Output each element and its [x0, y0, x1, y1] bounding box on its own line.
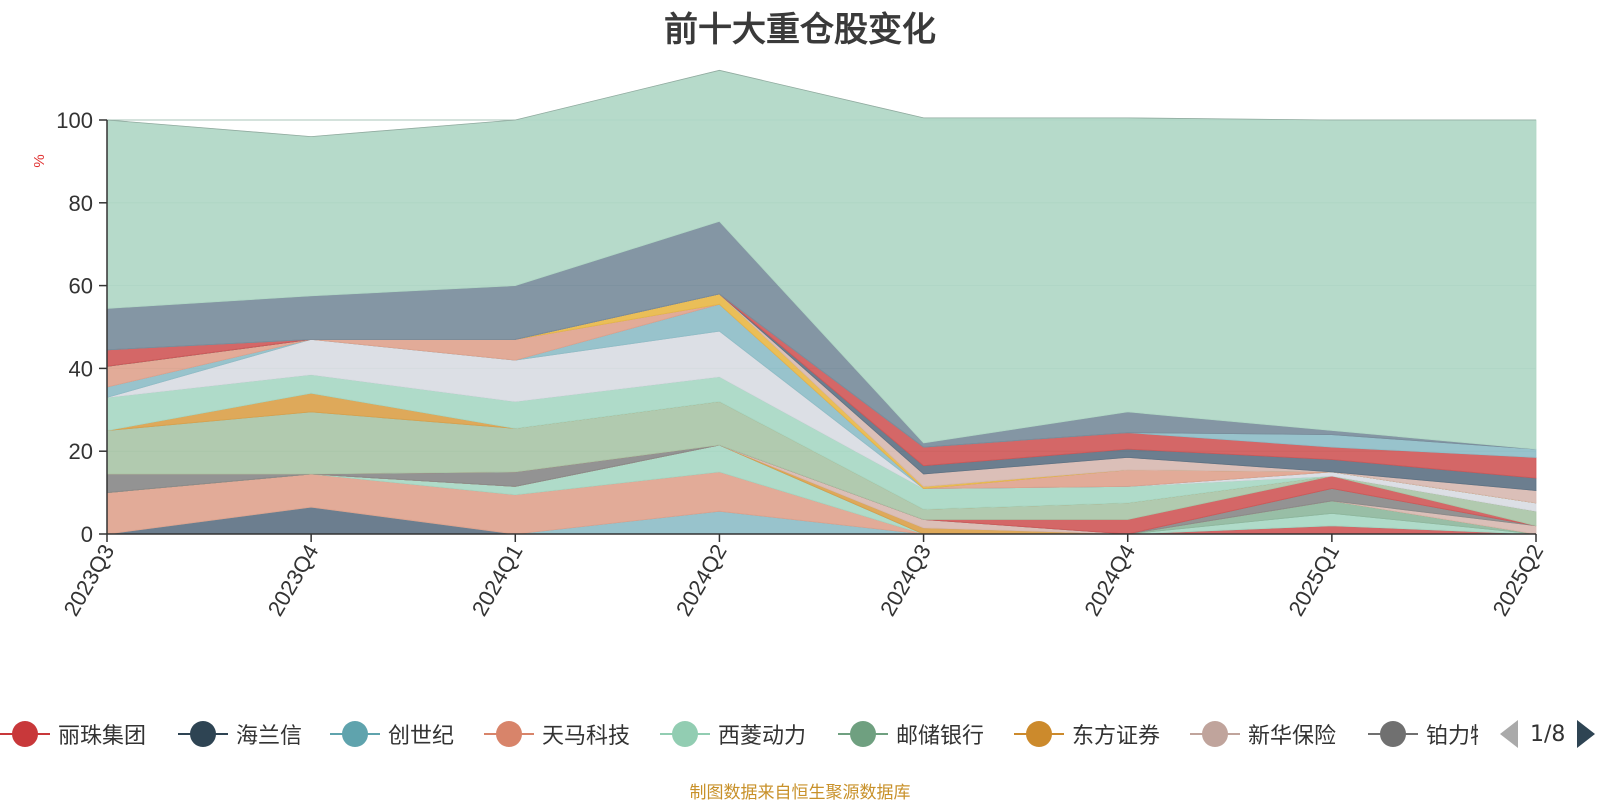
legend-label: 创世纪: [388, 724, 455, 749]
x-tick-label: 2025Q1: [1283, 540, 1344, 620]
y-tick-label: 60: [69, 274, 93, 299]
legend-prev-page-button[interactable]: [1500, 720, 1518, 748]
legend-label: 海兰信: [236, 724, 303, 749]
legend-item-东方证券[interactable]: 东方证券: [1014, 712, 1160, 756]
legend-label: 天马科技: [542, 724, 631, 749]
legend-item-海兰信[interactable]: 海兰信: [178, 712, 302, 756]
legend-item-西菱动力[interactable]: 西菱动力: [660, 712, 806, 756]
legend-label: 丽珠集团: [58, 724, 147, 749]
legend-page-indicator: 1/8: [1530, 721, 1566, 747]
x-tick-label: 2024Q4: [1079, 540, 1140, 620]
legend-marker-icon: [1014, 721, 1064, 747]
legend-label: 东方证券: [1072, 724, 1161, 749]
legend-marker-icon: [484, 721, 534, 747]
legend: 丽珠集团 海兰信 创世纪 天马科技 西菱动力 邮储银行 东方证券 新华保险 铂力特 1/8: [0, 712, 1600, 756]
source-note: 制图数据来自恒生聚源数据库: [689, 783, 911, 803]
legend-item-铂力特[interactable]: 铂力特: [1368, 712, 1478, 756]
x-tick-label: 2024Q3: [875, 540, 936, 620]
area-series-series-23: [106, 69, 1537, 450]
legend-item-天马科技[interactable]: 天马科技: [484, 712, 630, 756]
y-axis-label: %: [31, 154, 48, 167]
y-tick-label: 40: [69, 356, 93, 381]
legend-marker-icon: [660, 721, 710, 747]
legend-label: 西菱动力: [718, 724, 807, 749]
legend-item-丽珠集团[interactable]: 丽珠集团: [0, 712, 146, 756]
legend-marker-icon: [178, 721, 228, 747]
legend-marker-icon: [0, 721, 50, 747]
legend-pager: 1/8: [1500, 712, 1596, 756]
x-tick-label: 2024Q2: [671, 540, 732, 620]
legend-label: 邮储银行: [896, 724, 985, 749]
series-line: [106, 69, 1536, 138]
legend-next-page-button[interactable]: [1577, 720, 1596, 748]
legend-item-创世纪[interactable]: 创世纪: [330, 712, 454, 756]
y-tick-label: 20: [69, 439, 93, 464]
legend-item-新华保险[interactable]: 新华保险: [1190, 712, 1336, 756]
x-tick-label: 2023Q4: [263, 540, 324, 620]
chart-title: 前十大重仓股变化: [664, 10, 936, 50]
y-tick-label: 80: [69, 191, 93, 216]
chart-plot: 0 20 40 60 80 100 2023Q3 2023Q4 2024Q1 2024Q2 2024…: [31, 69, 1549, 620]
y-tick-label: 100: [56, 108, 93, 133]
legend-label: 铂力特: [1426, 724, 1478, 749]
y-tick-label: 0: [81, 522, 93, 547]
legend-items: 丽珠集团 海兰信 创世纪 天马科技 西菱动力 邮储银行 东方证券 新华保险 铂力特: [0, 712, 1478, 756]
area-series: [106, 69, 1537, 535]
legend-marker-icon: [330, 721, 380, 747]
legend-marker-icon: [838, 721, 888, 747]
x-tick-label: 2023Q3: [59, 540, 120, 620]
legend-label: 新华保险: [1248, 724, 1337, 749]
x-tick-label: 2025Q2: [1488, 540, 1549, 620]
x-tick-label: 2024Q1: [467, 540, 528, 620]
legend-marker-icon: [1190, 721, 1240, 747]
legend-item-邮储银行[interactable]: 邮储银行: [838, 712, 984, 756]
legend-marker-icon: [1368, 721, 1418, 747]
